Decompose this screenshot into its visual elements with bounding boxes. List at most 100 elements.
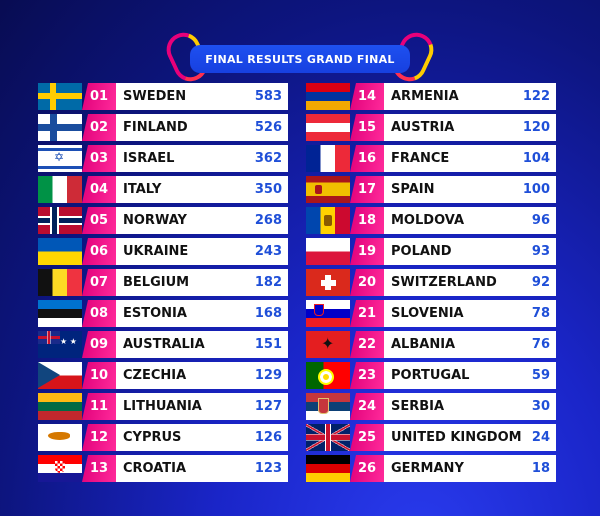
- flag-fi-icon: [38, 114, 82, 141]
- rank: 21: [350, 300, 384, 327]
- page-title: FINAL RESULTS GRAND FINAL: [190, 45, 410, 73]
- points: 127: [254, 399, 282, 414]
- country-cell: MOLDOVA 96: [384, 207, 556, 234]
- flag-es-icon: [306, 176, 350, 203]
- rank: 13: [82, 455, 116, 482]
- flag-il-icon: [38, 145, 82, 172]
- points: 76: [531, 337, 550, 352]
- rank: 05: [82, 207, 116, 234]
- points: 168: [254, 306, 282, 321]
- points: 24: [531, 430, 550, 445]
- flag-md-icon: [306, 207, 350, 234]
- points: 243: [254, 244, 282, 259]
- rank: 03: [82, 145, 116, 172]
- rank: 16: [350, 145, 384, 172]
- result-row: 20 SWITZERLAND 92: [306, 269, 556, 296]
- rank: 12: [82, 424, 116, 451]
- result-row: 07 BELGIUM 182: [38, 269, 288, 296]
- country-cell: SPAIN 100: [384, 176, 556, 203]
- result-row: 12 CYPRUS 126: [38, 424, 288, 451]
- points: 268: [254, 213, 282, 228]
- country-cell: NORWAY 268: [116, 207, 288, 234]
- result-row: 19 POLAND 93: [306, 238, 556, 265]
- country-name: SPAIN: [391, 182, 435, 197]
- country-name: UNITED KINGDOM: [391, 430, 522, 445]
- country-name: FRANCE: [391, 151, 450, 166]
- country-name: ARMENIA: [391, 89, 459, 104]
- country-cell: CZECHIA 129: [116, 362, 288, 389]
- country-cell: SWITZERLAND 92: [384, 269, 556, 296]
- country-cell: ITALY 350: [116, 176, 288, 203]
- country-cell: AUSTRIA 120: [384, 114, 556, 141]
- country-name: BELGIUM: [123, 275, 190, 290]
- points: 104: [522, 151, 550, 166]
- flag-pt-icon: [306, 362, 350, 389]
- result-row: 09 AUSTRALIA 151: [38, 331, 288, 358]
- country-name: ITALY: [123, 182, 162, 197]
- result-row: 25 UNITED KINGDOM 24: [306, 424, 556, 451]
- country-cell: ALBANIA 76: [384, 331, 556, 358]
- points: 182: [254, 275, 282, 290]
- result-row: 01 SWEDEN 583: [38, 83, 288, 110]
- result-row: 26 GERMANY 18: [306, 455, 556, 482]
- points: 362: [254, 151, 282, 166]
- points: 122: [522, 89, 550, 104]
- flag-fr-icon: [306, 145, 350, 172]
- rank: 02: [82, 114, 116, 141]
- country-name: CYPRUS: [123, 430, 182, 445]
- flag-cy-icon: [38, 424, 82, 451]
- flag-gb-icon: [306, 424, 350, 451]
- rank: 19: [350, 238, 384, 265]
- result-row: 24 SERBIA 30: [306, 393, 556, 420]
- result-row: 23 PORTUGAL 59: [306, 362, 556, 389]
- result-row: 16 FRANCE 104: [306, 145, 556, 172]
- rank: 08: [82, 300, 116, 327]
- rank: 04: [82, 176, 116, 203]
- country-name: SERBIA: [391, 399, 445, 414]
- country-cell: ISRAEL 362: [116, 145, 288, 172]
- country-cell: POLAND 93: [384, 238, 556, 265]
- result-row: 14 ARMENIA 122: [306, 83, 556, 110]
- country-name: POLAND: [391, 244, 452, 259]
- points: 93: [531, 244, 550, 259]
- country-cell: CROATIA 123: [116, 455, 288, 482]
- country-cell: CYPRUS 126: [116, 424, 288, 451]
- result-row: 17 SPAIN 100: [306, 176, 556, 203]
- result-row: 02 FINLAND 526: [38, 114, 288, 141]
- points: 129: [254, 368, 282, 383]
- country-name: FINLAND: [123, 120, 188, 135]
- flag-it-icon: [38, 176, 82, 203]
- rank: 07: [82, 269, 116, 296]
- flag-de-icon: [306, 455, 350, 482]
- flag-rs-icon: [306, 393, 350, 420]
- flag-si-icon: [306, 300, 350, 327]
- points: 18: [531, 461, 550, 476]
- flag-al-icon: [306, 331, 350, 358]
- points: 126: [254, 430, 282, 445]
- points: 100: [522, 182, 550, 197]
- points: 583: [254, 89, 282, 104]
- result-row: 03 ISRAEL 362: [38, 145, 288, 172]
- country-name: ISRAEL: [123, 151, 175, 166]
- flag-ee-icon: [38, 300, 82, 327]
- result-row: 13 CROATIA 123: [38, 455, 288, 482]
- country-name: SLOVENIA: [391, 306, 464, 321]
- rank: 11: [82, 393, 116, 420]
- flag-no-icon: [38, 207, 82, 234]
- flag-hr-icon: [38, 455, 82, 482]
- flag-lt-icon: [38, 393, 82, 420]
- flag-ch-icon: [306, 269, 350, 296]
- points: 526: [254, 120, 282, 135]
- rank: 17: [350, 176, 384, 203]
- country-cell: FINLAND 526: [116, 114, 288, 141]
- result-row: 10 CZECHIA 129: [38, 362, 288, 389]
- country-name: ALBANIA: [391, 337, 456, 352]
- country-name: MOLDOVA: [391, 213, 465, 228]
- country-cell: SLOVENIA 78: [384, 300, 556, 327]
- country-cell: PORTUGAL 59: [384, 362, 556, 389]
- flag-ua-icon: [38, 238, 82, 265]
- rank: 24: [350, 393, 384, 420]
- country-cell: SERBIA 30: [384, 393, 556, 420]
- points: 120: [522, 120, 550, 135]
- country-name: CZECHIA: [123, 368, 187, 383]
